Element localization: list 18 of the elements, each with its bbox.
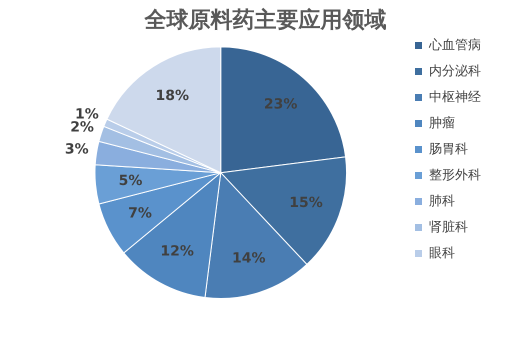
legend-label: 中枢神经 — [429, 90, 481, 105]
legend-label: 眼科 — [429, 246, 455, 261]
data-label: 3% — [64, 142, 89, 158]
legend-label: 肺科 — [429, 194, 455, 209]
legend-label: 心血管病 — [428, 36, 481, 53]
data-label: 7% — [128, 205, 152, 222]
legend-label: 肠胃科 — [429, 142, 468, 157]
legend-label: 肾脏科 — [429, 220, 468, 235]
chart-title: 全球原料药主要应用领域 — [144, 6, 386, 33]
legend-label: 内分泌科 — [429, 64, 481, 79]
legend-label: 肿瘤 — [429, 114, 455, 131]
data-label: 18% — [155, 88, 189, 104]
data-label: 23% — [264, 96, 298, 112]
data-label: 14% — [232, 250, 266, 266]
data-label: 5% — [118, 172, 142, 189]
legend-label: 整形外科 — [429, 168, 481, 183]
data-label: 15% — [289, 195, 323, 212]
data-label: 12% — [160, 244, 194, 260]
